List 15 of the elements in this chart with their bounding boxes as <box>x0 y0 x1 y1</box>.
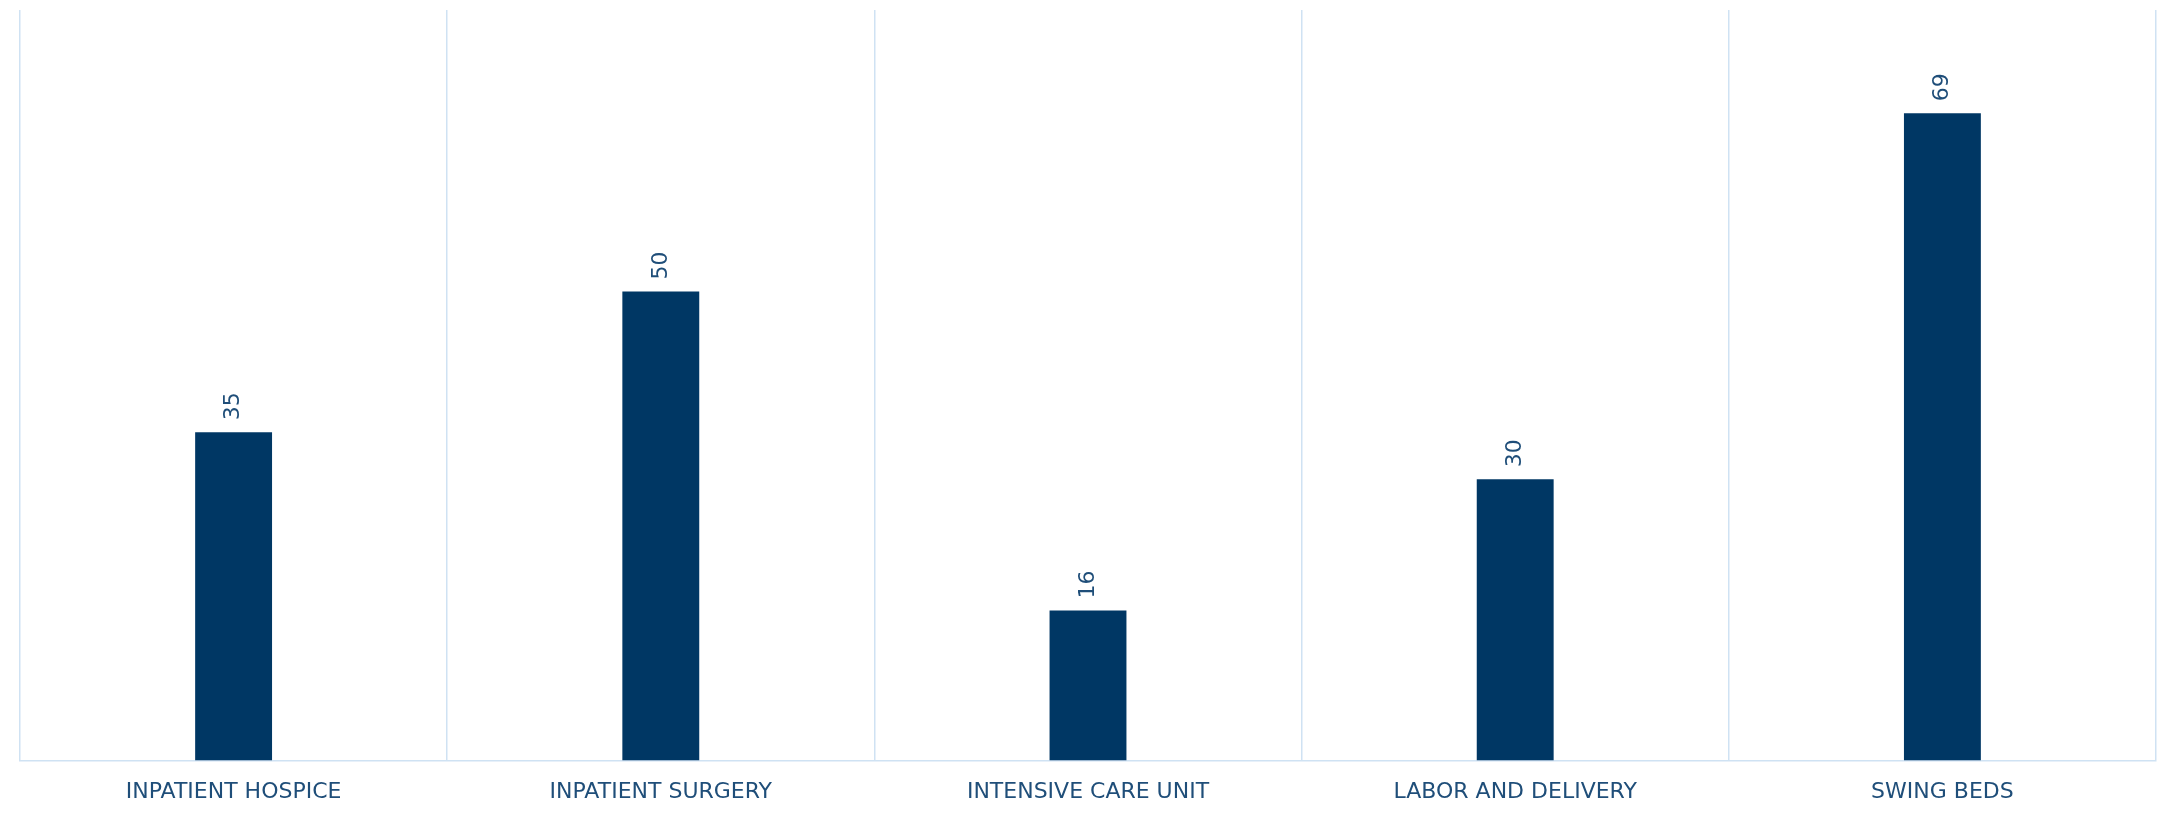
data-label: 50 <box>646 251 672 280</box>
data-label: 16 <box>1073 570 1099 599</box>
bar <box>195 432 273 761</box>
x-tick-label: INPATIENT SURGERY <box>549 777 773 803</box>
x-tick-label: INPATIENT HOSPICE <box>125 777 342 803</box>
x-tick-label: SWING BEDS <box>1871 777 2014 803</box>
bar <box>1903 113 1981 761</box>
x-tick-label: LABOR AND DELIVERY <box>1393 777 1638 803</box>
bar <box>1049 610 1127 761</box>
data-label: 30 <box>1500 439 1526 468</box>
x-tick-label: INTENSIVE CARE UNIT <box>966 777 1210 803</box>
bar <box>622 291 700 761</box>
bar <box>1476 479 1554 761</box>
data-label: 69 <box>1928 73 1954 102</box>
data-label: 35 <box>219 392 245 421</box>
